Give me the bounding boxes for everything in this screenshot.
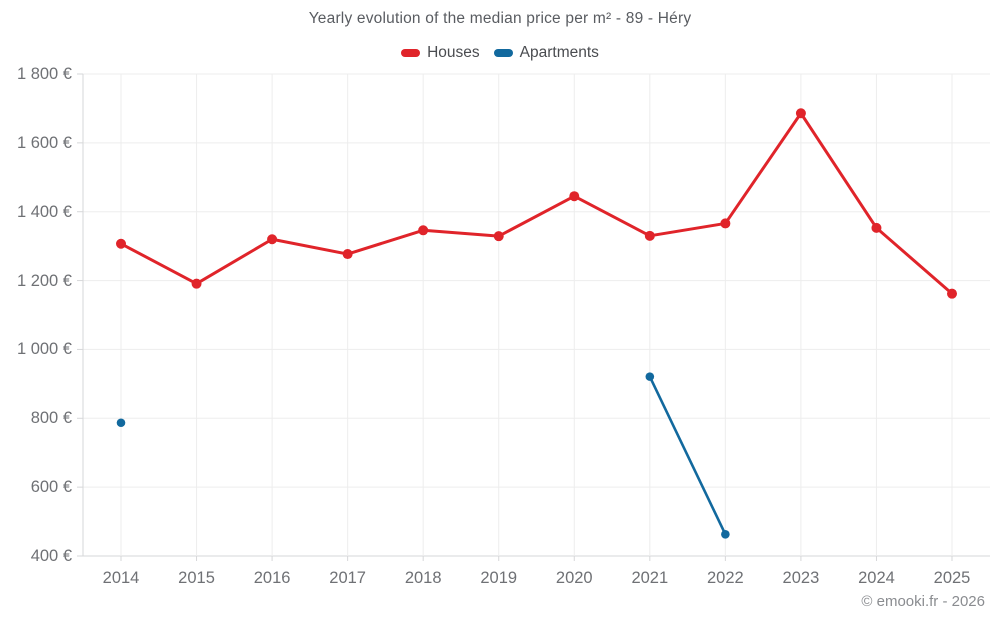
x-tick-label: 2019 (480, 569, 518, 587)
x-tick-label: 2018 (404, 569, 442, 587)
x-tick-label: 2014 (102, 569, 140, 587)
x-tick-label: 2022 (707, 569, 744, 587)
apartments-swatch-icon (493, 49, 513, 57)
data-point-houses-2022[interactable] (720, 218, 731, 229)
series-line-houses (119, 111, 954, 296)
data-point-houses-2020[interactable] (569, 191, 580, 202)
y-tick-label: 1 400 € (16, 202, 72, 221)
data-point-apartments-2014[interactable] (116, 418, 126, 428)
y-tick-label: 1 800 € (16, 65, 72, 83)
series-line-apartments (648, 375, 727, 536)
legend-item-apartments[interactable]: Apartments (493, 44, 599, 62)
x-tick-label: 2015 (178, 569, 215, 587)
data-point-houses-2015[interactable] (191, 278, 202, 289)
x-tick-label: 2023 (782, 569, 820, 587)
legend-label-apartments: Apartments (519, 44, 599, 61)
y-tick-label: 1 200 € (16, 271, 72, 290)
legend-label-houses: Houses (427, 44, 480, 61)
legend-item-houses[interactable]: Houses (401, 44, 480, 62)
houses-swatch-icon (401, 49, 421, 57)
data-point-houses-2024[interactable] (871, 222, 882, 233)
data-point-apartments-2021[interactable] (645, 372, 655, 381)
y-tick-label: 600 € (30, 478, 72, 497)
data-point-houses-2021[interactable] (644, 230, 655, 241)
y-tick-label: 800 € (30, 409, 72, 428)
data-point-houses-2016[interactable] (267, 234, 278, 245)
chart-legend: Houses Apartments (0, 44, 1000, 62)
x-tick-label: 2024 (858, 569, 895, 587)
chart-title: Yearly evolution of the median price per… (308, 10, 692, 27)
y-tick-label: 400 € (30, 547, 72, 565)
y-tick-label: 1 000 € (16, 340, 72, 359)
x-tick-label: 2016 (253, 569, 291, 587)
data-point-houses-2019[interactable] (493, 231, 504, 242)
data-point-houses-2023[interactable] (795, 108, 806, 119)
data-point-apartments-2022[interactable] (721, 530, 730, 539)
copyright-footer: © emooki.fr - 2026 (861, 593, 985, 610)
y-tick-label: 1 600 € (16, 133, 72, 152)
x-tick-label: 2021 (631, 569, 669, 587)
data-point-houses-2014[interactable] (116, 238, 126, 249)
data-point-houses-2017[interactable] (342, 249, 353, 260)
data-point-houses-2018[interactable] (418, 225, 429, 236)
data-point-houses-2025[interactable] (947, 288, 957, 299)
x-tick-label: 2020 (555, 569, 593, 587)
x-tick-label: 2025 (933, 569, 971, 587)
x-tick-label: 2017 (329, 569, 366, 587)
